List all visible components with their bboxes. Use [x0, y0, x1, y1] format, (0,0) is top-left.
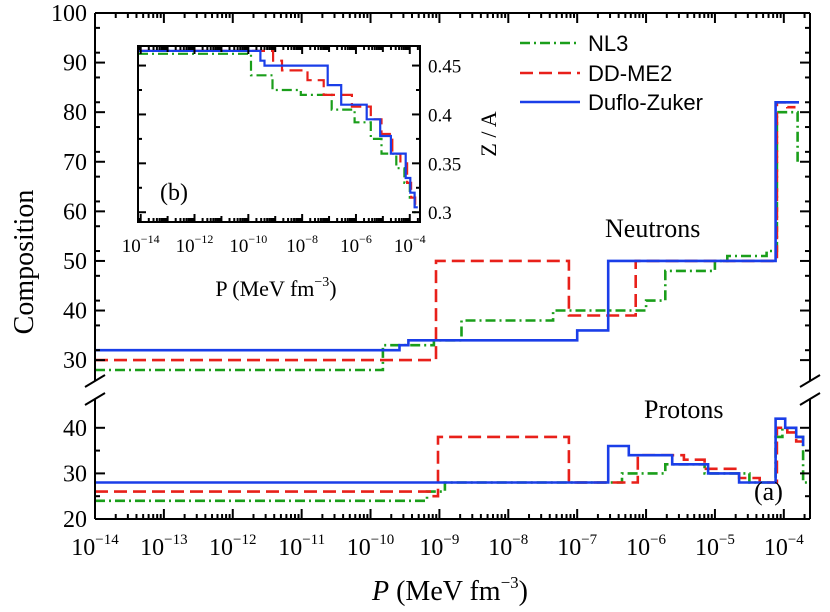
inset-background: [138, 46, 420, 222]
inset-y-axis-label: Z / A: [476, 111, 501, 156]
upper-y-tick-label: 70: [63, 150, 87, 176]
inset-y-tick-label: 0.45: [428, 57, 461, 78]
x-axis-label: P (MeV fm−3): [371, 573, 528, 607]
inset-x-axis-label-close: ): [329, 276, 336, 301]
upper-y-tick-label: 100: [51, 1, 87, 27]
inset-x-axis-label-unit: (MeV fm: [227, 276, 315, 301]
panel-label-a: (a): [754, 477, 783, 506]
inset-x-tick-label: 10−12: [176, 232, 214, 257]
lower-y-tick-label: 40: [63, 416, 87, 442]
main-axes: 10−14 10−13 10−12 10−11 10−10 10−9 10−8 10−7 10−…: [51, 1, 821, 561]
upper-y-tick-label: 90: [63, 51, 87, 77]
inset-x-tick-label: 10−14: [122, 232, 160, 257]
upper-y-tick-label: 50: [63, 249, 87, 275]
axis-break-mark-left-1: [84, 374, 106, 388]
series-protons-duflo-zuker: [95, 417, 805, 484]
series-neutrons-duflo-zuker: [95, 101, 799, 352]
series-neutrons-dd-me2: [95, 101, 796, 362]
x-tick-label: 10−14: [71, 532, 119, 561]
lower-y-tick-label: 30: [63, 461, 87, 487]
legend-label-dd-me2: DD-ME2: [588, 61, 672, 86]
x-axis-label-close: ): [519, 576, 528, 607]
inset-y-tick-label: 0.35: [428, 154, 461, 175]
inset-x-axis-label: P (MeV fm−3): [215, 275, 336, 301]
x-tick-label: 10−12: [209, 532, 256, 561]
inset-series-duflo-zuker: [138, 49, 418, 209]
main-series-layer: [95, 101, 808, 503]
neutrons-annotation: Neutrons: [605, 214, 700, 243]
inset-x-tick-label: 10−4: [394, 232, 426, 257]
upper-y-tick-label: 40: [63, 299, 87, 325]
lower-y-tick-label: 20: [63, 507, 87, 533]
inset-x-tick-label: 10−10: [229, 232, 267, 257]
legend-label-nl3: NL3: [588, 31, 628, 56]
x-axis-label-var: P: [371, 576, 389, 607]
y-axis-label: Composition: [9, 190, 40, 335]
x-tick-label: 10−4: [764, 532, 804, 561]
series-neutrons-nl3: [95, 110, 799, 372]
x-tick-label: 10−13: [140, 532, 187, 561]
inset-frame: [137, 45, 421, 223]
inset-axes: 10−14 10−12 10−10 10−8 10−6 10−40.3 0.35 0.4 0.4…: [122, 45, 461, 257]
series-protons-dd-me2: [95, 426, 804, 498]
x-tick-label: 10−9: [419, 532, 459, 561]
upper-y-tick-label: 30: [63, 348, 87, 374]
axis-break-mark-right-2: [799, 392, 821, 406]
upper-y-tick-label: 80: [63, 100, 87, 126]
inset-y-tick-label: 0.4: [428, 105, 452, 126]
axis-break-mark-right-1: [799, 374, 821, 388]
inset-x-axis-label-var: P: [215, 276, 227, 301]
axis-break-mark-left-2: [84, 392, 106, 406]
legend-label-duflo-zuker: Duflo-Zuker: [588, 90, 703, 115]
x-axis-label-exp: −3: [501, 573, 519, 592]
inset-series-layer: [138, 49, 419, 214]
x-tick-label: 10−7: [557, 532, 597, 561]
x-axis-label-unit: (MeV fm: [389, 576, 501, 607]
inset-x-axis-label-exp: −3: [314, 275, 329, 290]
panel-label-b: (b): [160, 180, 188, 206]
x-tick-label: 10−5: [695, 532, 735, 561]
inset-x-tick-label: 10−8: [286, 232, 318, 257]
inset-y-tick-label: 0.3: [428, 203, 452, 224]
x-tick-label: 10−11: [278, 532, 325, 561]
x-tick-label: 10−6: [626, 532, 666, 561]
x-tick-label: 10−8: [488, 532, 528, 561]
legend: NL3 DD-ME2 Duflo-Zuker: [520, 31, 703, 115]
protons-annotation: Protons: [644, 395, 723, 424]
x-tick-label: 10−10: [347, 532, 394, 561]
inset-x-tick-label: 10−6: [340, 232, 372, 257]
upper-y-tick-label: 60: [63, 199, 87, 225]
